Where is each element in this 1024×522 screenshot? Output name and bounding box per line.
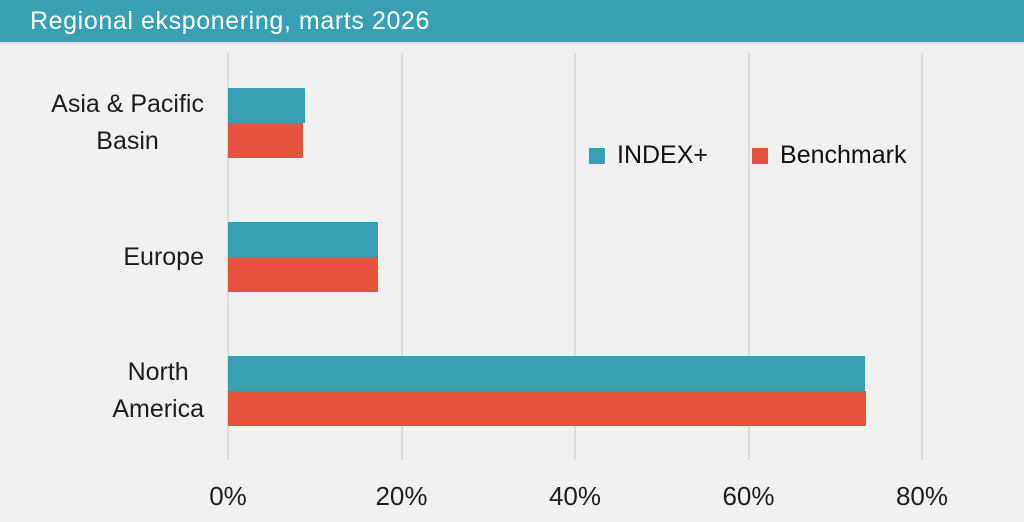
gridline-40pct [574, 53, 576, 460]
category-label-line: Asia & Pacific [51, 90, 204, 118]
bar-index-asia-pacific-basin [228, 88, 306, 123]
x-tick-label-60: 60% [722, 481, 775, 511]
legend-item-benchmark: Benchmark [752, 141, 906, 170]
legend-label: Benchmark [780, 141, 907, 169]
category-label-line: Europe [123, 242, 204, 271]
legend-item-index: INDEX+ [589, 141, 708, 170]
bar-benchmark-asia-pacific-basin [228, 123, 304, 158]
category-label-line: North [127, 358, 189, 386]
x-tick-label-0: 0% [209, 481, 247, 511]
category-label-north-america: North America [112, 354, 204, 428]
chart-title: Regional eksponering, marts 2026 [30, 6, 430, 35]
bar-benchmark-north-america [228, 391, 867, 426]
gridline-80pct [921, 53, 923, 460]
x-tick-label-80: 80% [895, 481, 949, 511]
x-tick-label-40: 40% [548, 481, 602, 511]
chart-legend: INDEX+ Benchmark [589, 141, 906, 170]
x-tick-label-20: 20% [375, 481, 428, 511]
bar-benchmark-europe [228, 257, 379, 292]
category-label-asia-pacific-basin: Asia & Pacific Basin [51, 86, 204, 160]
legend-label: INDEX+ [617, 141, 709, 169]
category-label-line: Basin [96, 127, 159, 155]
gridline-20pct [400, 53, 403, 460]
category-label-europe: Europe [123, 239, 204, 276]
category-label-line: America [112, 395, 204, 423]
chart-title-bar: Regional eksponering, marts 2026 [0, 0, 1024, 44]
legend-swatch-benchmark [752, 147, 769, 164]
gridline-60pct [747, 53, 750, 460]
legend-swatch-index [589, 147, 605, 164]
bar-index-europe [228, 222, 379, 257]
bar-index-north-america [228, 356, 865, 391]
